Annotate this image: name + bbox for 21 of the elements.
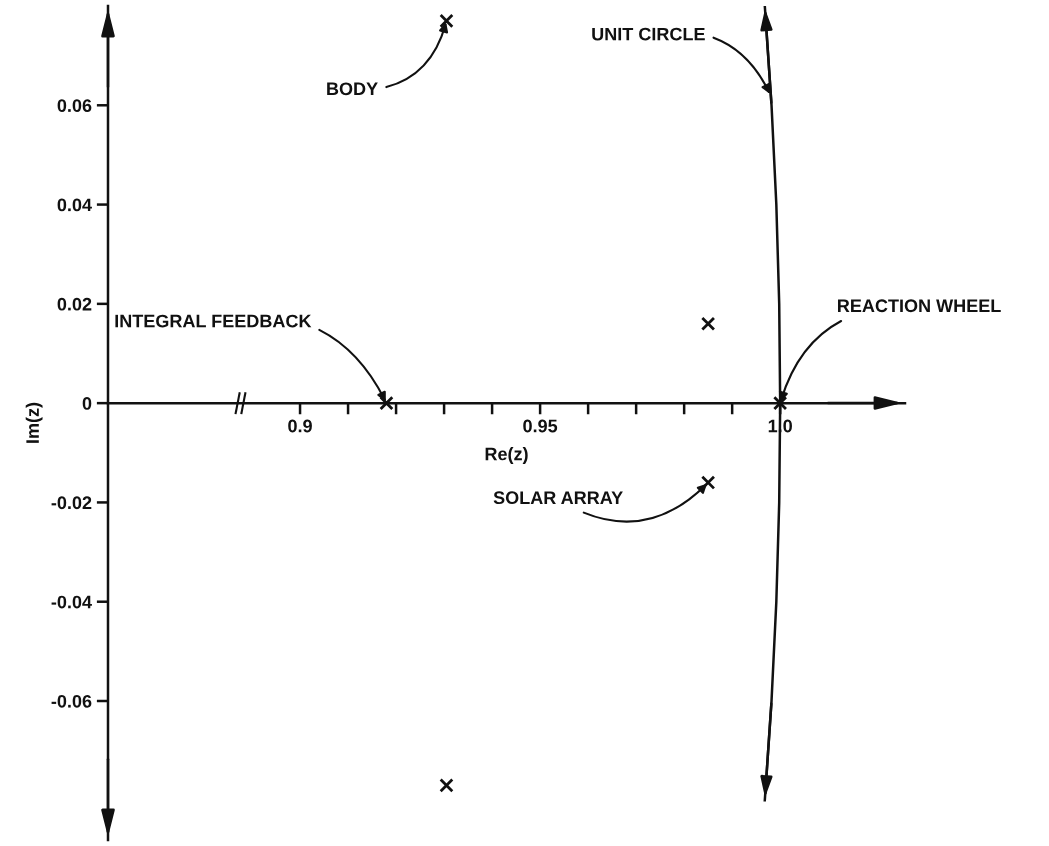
y-tick-label: 0: [82, 397, 92, 410]
point: [379, 395, 394, 411]
annotation: REACTION WHEEL: [838, 299, 1001, 313]
y-tick-label: 0.02: [57, 297, 92, 311]
y-tick-label: -0.06: [51, 694, 92, 708]
annotation: INTEGRAL FEEDBACK: [115, 314, 312, 328]
point: [439, 13, 454, 29]
y-tick-label: 0.04: [57, 198, 92, 212]
point: [772, 395, 788, 411]
x-tick-label: 0.9: [288, 419, 312, 433]
point: [700, 316, 716, 331]
point: [439, 778, 454, 793]
y-tick-label: -0.04: [51, 595, 92, 609]
y-axis-title: Im(z): [25, 402, 43, 443]
x-axis-title: Re(z): [485, 447, 528, 464]
y-tick-label: -0.02: [51, 496, 92, 510]
x-tick-label: 0.95: [523, 419, 558, 433]
y-tick-label: 0.06: [57, 99, 92, 113]
annotation: BODY: [327, 82, 378, 96]
annotation: UNIT CIRCLE: [592, 27, 705, 41]
annotation: SOLAR ARRAY: [493, 491, 623, 505]
